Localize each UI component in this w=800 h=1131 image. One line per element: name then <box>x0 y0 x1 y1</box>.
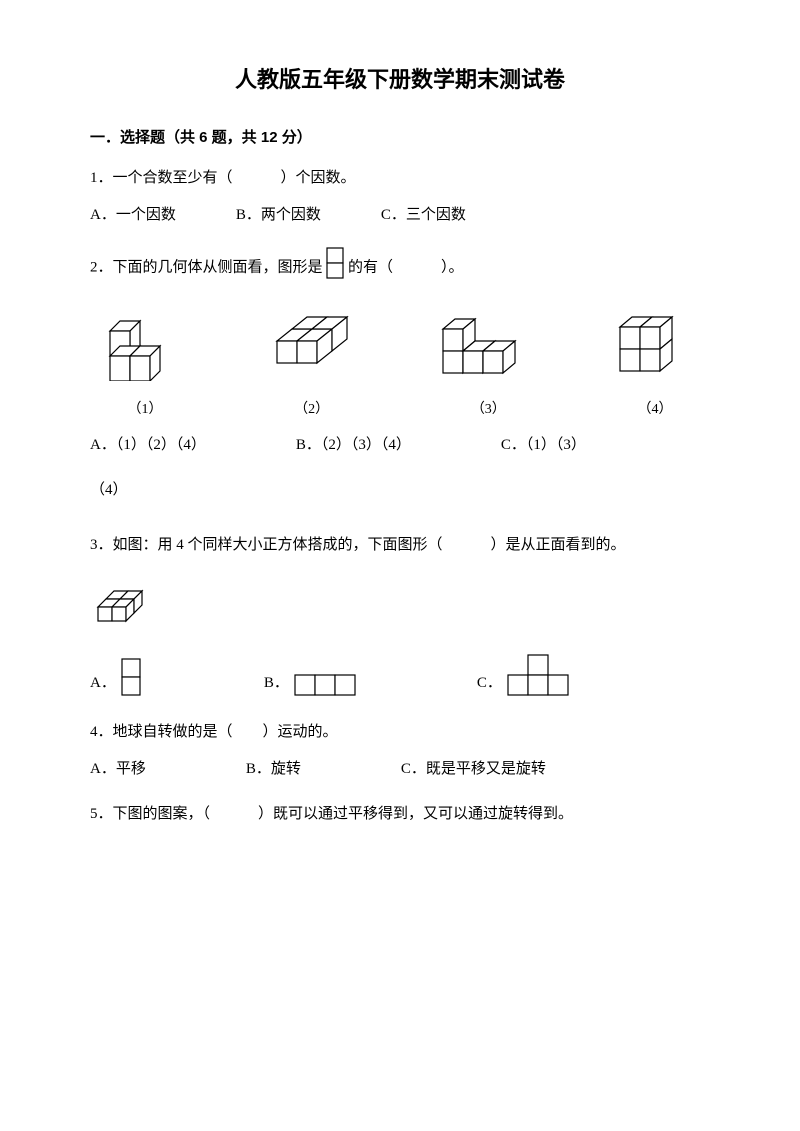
q2-stem-b: 的有（ <box>348 259 393 275</box>
q3-optA-label: A． <box>90 670 116 697</box>
q4-option-a: A．平移 <box>90 756 146 783</box>
q3-option-c: C． <box>477 653 572 697</box>
q2-option-a: A．（1）（2）（4） <box>90 432 206 459</box>
q1-option-c: C．三个因数 <box>381 202 466 229</box>
q3-optB-label: B． <box>264 670 289 697</box>
q2-caption-3: （3） <box>433 397 543 422</box>
q2-caption-4: （4） <box>610 397 700 422</box>
q1-option-a: A．一个因数 <box>90 202 176 229</box>
section-heading: 一．选择题（共 6 题，共 12 分） <box>90 124 710 151</box>
q3-option-b: B． <box>264 670 357 697</box>
q4-option-c: C．既是平移又是旋转 <box>401 756 546 783</box>
q1-stem-a: 1．一个合数至少有（ <box>90 170 233 186</box>
q5-stem-a: 5．下图的图案，（ <box>90 806 210 822</box>
q4-stem-a: 4．地球自转做的是（ <box>90 724 233 740</box>
q1-option-b: B．两个因数 <box>236 202 321 229</box>
page-title: 人教版五年级下册数学期末测试卷 <box>90 60 710 100</box>
two-stack-icon <box>326 247 344 289</box>
question-3: 3．如图：用 4 个同样大小正方体搭成的，下面图形（ ）是从正面看到的。 A． <box>90 532 710 697</box>
q2-figure-4: （4） <box>610 301 700 422</box>
q4-stem-b: ）运动的。 <box>263 724 338 740</box>
q3-stem-a: 3．如图：用 4 个同样大小正方体搭成的，下面图形（ <box>90 537 443 553</box>
q2-figure-2: （2） <box>257 311 367 422</box>
question-5: 5．下图的图案，（ ）既可以通过平移得到，又可以通过旋转得到。 <box>90 801 710 828</box>
q2-caption-1: （1） <box>100 397 190 422</box>
q2-stem-c: ）。 <box>441 259 464 275</box>
q2-figure-1: （1） <box>100 301 190 422</box>
q3-option-a: A． <box>90 657 144 697</box>
q3-figure <box>90 587 710 639</box>
q2-caption-2: （2） <box>257 397 367 422</box>
q2-option-b: B．（2）（3）（4） <box>296 432 411 459</box>
q2-stem-a: 2．下面的几何体从侧面看，图形是 <box>90 259 323 275</box>
q4-option-b: B．旋转 <box>246 756 301 783</box>
q2-figure-3: （3） <box>433 301 543 422</box>
question-2: 2．下面的几何体从侧面看，图形是 的有（ ）。 <box>90 247 710 504</box>
question-4: 4．地球自转做的是（ ）运动的。 A．平移 B．旋转 C．既是平移又是旋转 <box>90 719 710 783</box>
question-1: 1．一个合数至少有（ ）个因数。 A．一个因数 B．两个因数 C．三个因数 <box>90 165 710 229</box>
q2-option-c-cont: （4） <box>90 482 128 498</box>
q5-stem-b: ）既可以通过平移得到，又可以通过旋转得到。 <box>258 806 573 822</box>
q3-stem-b: ）是从正面看到的。 <box>491 537 626 553</box>
q3-optC-label: C． <box>477 670 502 697</box>
q2-option-c: C．（1）（3） <box>501 432 586 459</box>
q1-stem-b: ）个因数。 <box>281 170 356 186</box>
